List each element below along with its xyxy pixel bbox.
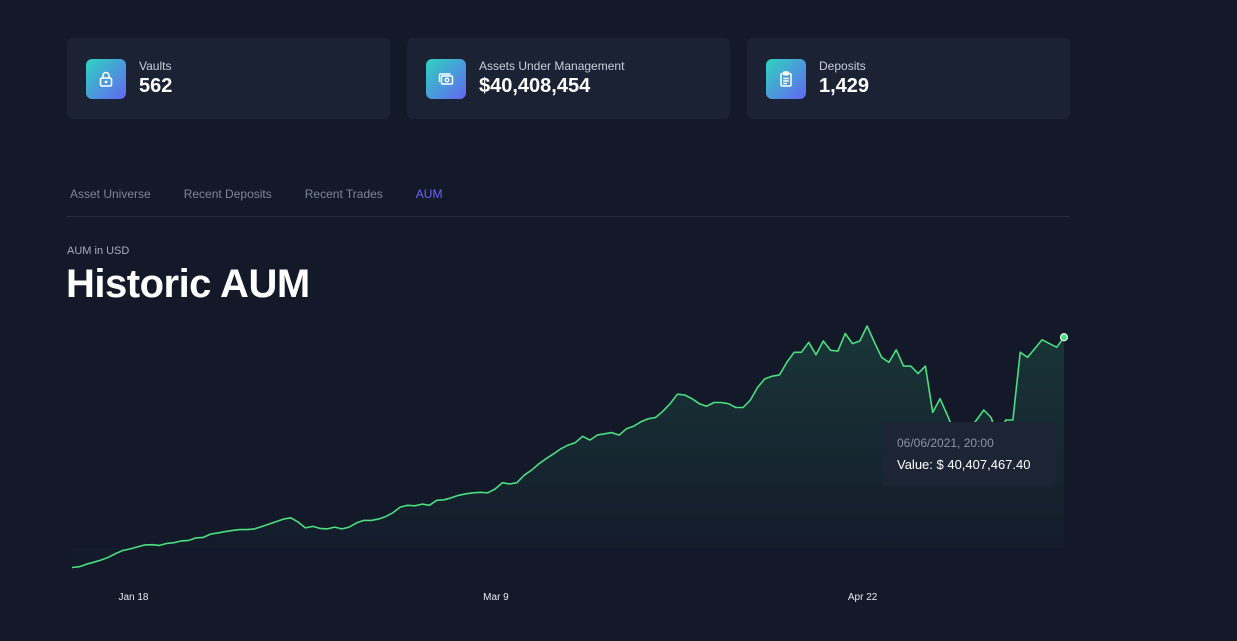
vaults-card: Vaults 562: [67, 38, 390, 119]
aum-card: Assets Under Management $40,408,454: [407, 38, 730, 119]
chart-area: [72, 326, 1064, 568]
tab-recent-deposits[interactable]: Recent Deposits: [183, 187, 272, 201]
tooltip-value: Value: $ 40,407,467.40: [897, 457, 1031, 472]
tab-recent-trades[interactable]: Recent Trades: [304, 187, 383, 201]
vaults-value: 562: [139, 75, 173, 97]
aum-chart[interactable]: Jan 18 Mar 9 Apr 22: [0, 300, 1237, 620]
vaults-label: Vaults: [139, 59, 172, 73]
lock-icon: [86, 58, 126, 99]
x-tick-label: Apr 22: [848, 592, 878, 603]
deposits-value: 1,429: [819, 75, 870, 97]
chart-title: Historic AUM: [66, 262, 310, 306]
tooltip-date: 06/06/2021, 20:00: [897, 436, 994, 450]
tab-asset-universe[interactable]: Asset Universe: [70, 187, 151, 201]
money-icon: [426, 58, 466, 99]
tab-bar: Asset Universe Recent Deposits Recent Tr…: [67, 178, 1069, 217]
x-tick-label: Mar 9: [483, 592, 509, 603]
x-tick-label: Jan 18: [118, 592, 148, 603]
clipboard-icon: [766, 58, 806, 99]
aum-value: $40,408,454: [479, 75, 591, 97]
chart-subtitle: AUM in USD: [67, 245, 130, 257]
tab-aum[interactable]: AUM: [415, 187, 443, 201]
deposits-card: Deposits 1,429: [747, 38, 1070, 119]
stats-cards: Vaults 562 Assets Under Management $40,4…: [67, 38, 1070, 119]
deposits-label: Deposits: [819, 59, 866, 73]
chart-line: [71, 325, 1065, 569]
chart-tooltip: 06/06/2021, 20:00 Value: $ 40,407,467.40: [882, 422, 1056, 486]
aum-label: Assets Under Management: [479, 59, 625, 73]
chart-last-point[interactable]: [1059, 333, 1069, 342]
